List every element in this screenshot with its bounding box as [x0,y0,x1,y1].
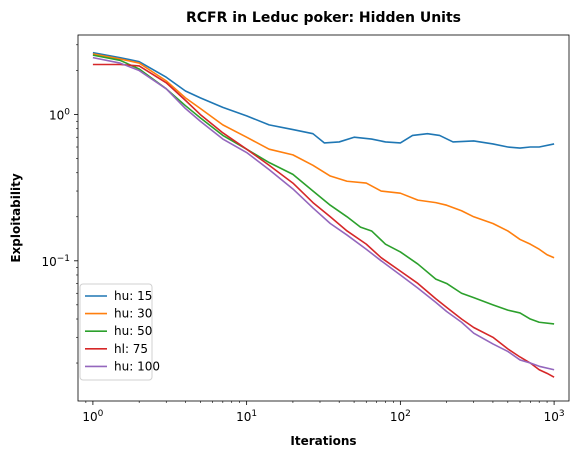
series-line-1 [92,51,555,149]
y-tick-label-base: 10 [41,255,56,269]
x-tick-label: 103 [544,409,565,424]
plot-frame [77,34,570,402]
x-tick-label-base: 10 [544,410,559,424]
x-tick-label-base: 10 [236,410,251,424]
x-tick-label-exp: 0 [98,409,104,419]
x-tick-label-exp: 3 [559,409,565,419]
x-tick-label: 101 [236,409,257,424]
legend-label-4: hl: 75 [114,342,148,356]
x-tick-label: 102 [390,409,411,424]
x-axis: 100 101 102 103 [82,401,565,424]
x-axis-title: Iterations [290,434,356,448]
chart-title: RCFR in Leduc poker: Hidden Units [186,10,461,26]
series-group [92,51,555,378]
y-axis-title: Exploitability [9,173,23,262]
y-tick-label-exp: 0 [64,108,70,118]
legend-label-1: hu: 15 [114,289,152,303]
y-tick-label-base: 10 [49,109,64,123]
x-tick-label-exp: 1 [251,409,257,419]
series-line-4 [92,63,555,378]
y-tick-label: 100 [49,108,70,123]
x-tick-label-exp: 2 [405,409,411,419]
x-tick-label-base: 10 [390,410,405,424]
series-line-2 [92,53,555,259]
x-tick-label-base: 10 [82,410,97,424]
legend-label-2: hu: 30 [114,307,152,321]
series-line-5 [92,56,555,371]
legend-label-3: hu: 50 [114,324,152,338]
y-tick-label: 10−1 [41,254,70,269]
series-line-3 [92,54,555,325]
legend: hu: 15 hu: 30 hu: 50 hl: 75 hu: 100 [79,283,160,381]
legend-label-5: hu: 100 [114,359,160,373]
x-tick-label: 100 [82,409,103,424]
y-tick-label-exp: −1 [57,254,70,264]
legend-box [79,283,153,381]
